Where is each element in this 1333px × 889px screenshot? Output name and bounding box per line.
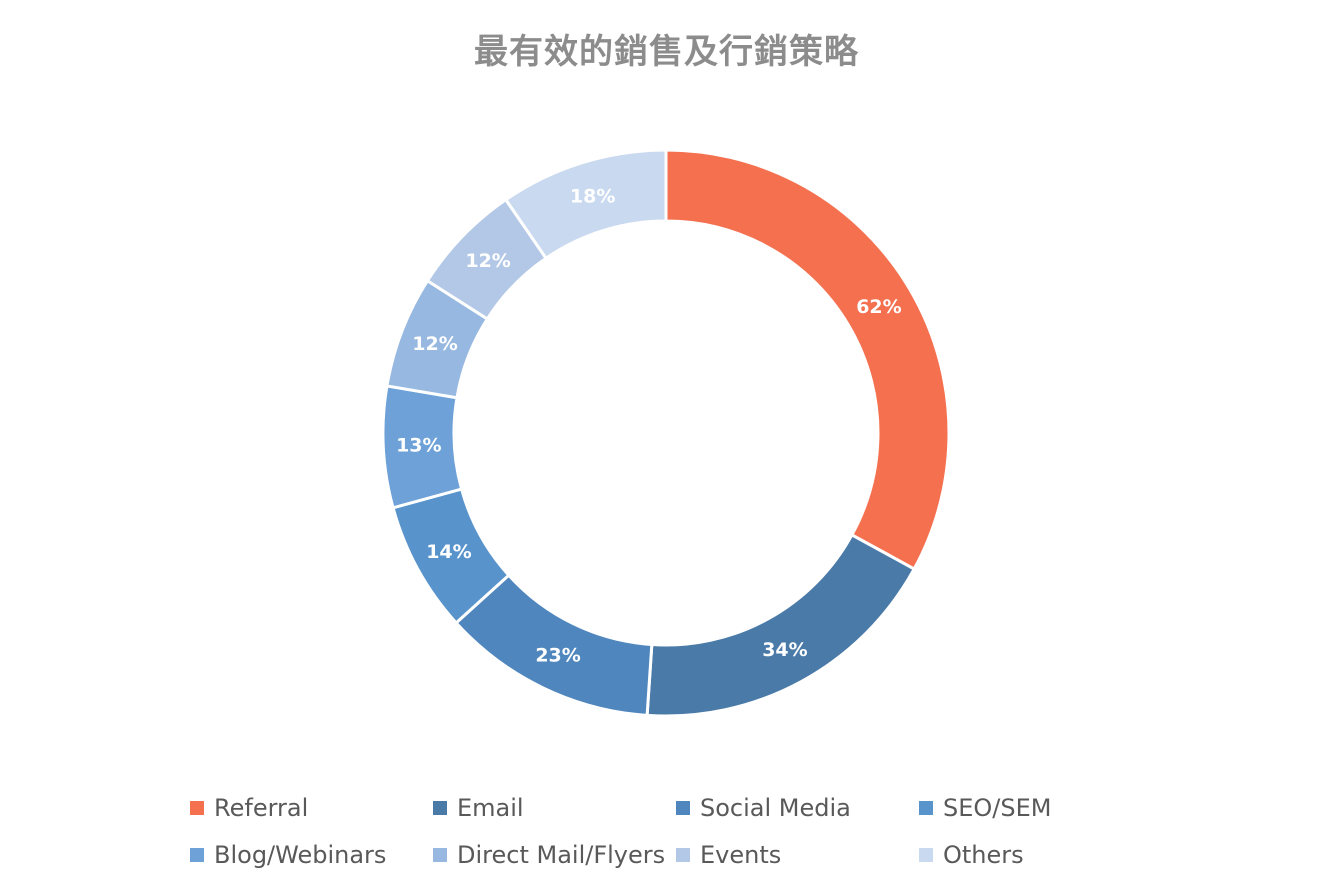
data-label-seo-sem: 14% xyxy=(426,541,471,563)
data-label-referral: 62% xyxy=(856,296,901,318)
legend-item-email: Email xyxy=(433,788,524,828)
slice-referral xyxy=(664,148,951,572)
legend-item-events: Events xyxy=(676,835,781,875)
legend-label: Events xyxy=(700,841,782,869)
slice-others xyxy=(503,148,668,261)
legend-item-social-media: Social Media xyxy=(676,788,851,828)
chart-title: 最有效的銷售及行銷策略 xyxy=(474,32,859,72)
legend-swatch xyxy=(190,801,204,815)
legend-item-seo-sem: SEO/SEM xyxy=(919,788,1051,828)
legend-label: Email xyxy=(457,794,524,822)
legend-item-referral: Referral xyxy=(190,788,308,828)
legend-swatch xyxy=(433,848,447,862)
legend-swatch xyxy=(676,848,690,862)
legend-swatch xyxy=(433,801,447,815)
legend-swatch xyxy=(919,848,933,862)
data-label-direct-mail-flyers: 12% xyxy=(412,333,457,355)
legend-item-direct-mail-flyers: Direct Mail/Flyers xyxy=(433,835,665,875)
legend-label: Social Media xyxy=(700,794,851,822)
data-label-social-media: 23% xyxy=(535,645,580,667)
data-label-others: 18% xyxy=(570,186,615,208)
legend-label: Direct Mail/Flyers xyxy=(457,841,666,869)
legend-swatch xyxy=(190,848,204,862)
data-label-events: 12% xyxy=(465,250,510,272)
data-label-email: 34% xyxy=(762,639,807,661)
legend-label: Others xyxy=(943,841,1024,869)
legend-item-others: Others xyxy=(919,835,1024,875)
legend-swatch xyxy=(676,801,690,815)
data-label-blog-webinars: 13% xyxy=(396,434,441,456)
legend-label: Blog/Webinars xyxy=(214,841,387,869)
legend-label: Referral xyxy=(214,794,309,822)
slice-email xyxy=(645,532,917,718)
legend-item-blog-webinars: Blog/Webinars xyxy=(190,835,386,875)
legend-label: SEO/SEM xyxy=(943,794,1052,822)
legend-swatch xyxy=(919,801,933,815)
